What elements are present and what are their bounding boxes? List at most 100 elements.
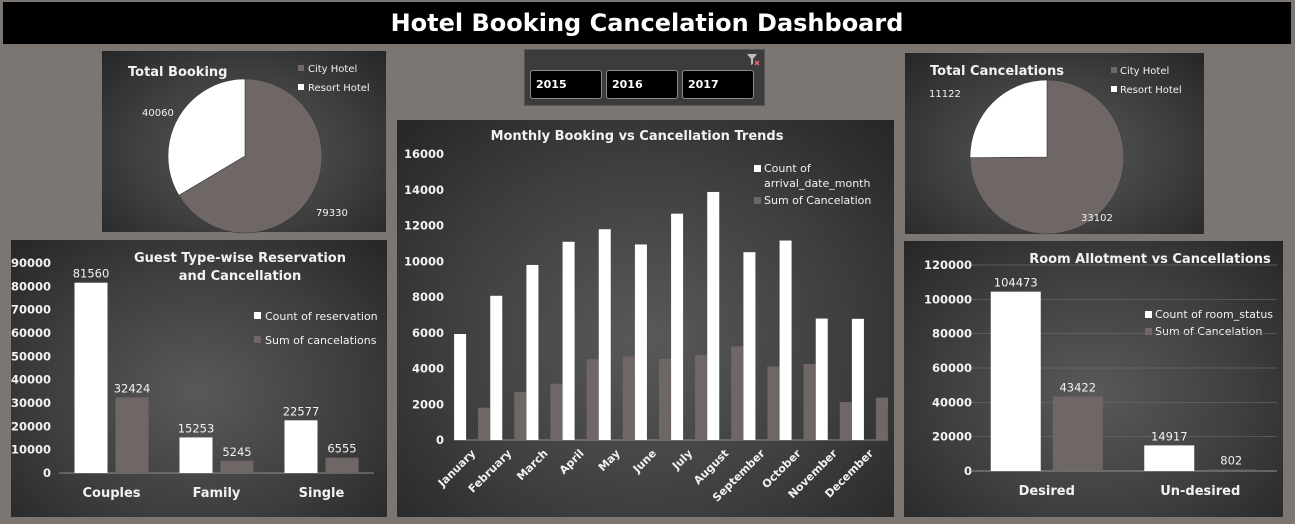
guest-type-legend: Count of reservation Sum of cancelations	[254, 310, 378, 347]
bar-september-count-of-arrival-date-month	[743, 252, 756, 440]
y-tick-label: 80000	[932, 327, 972, 341]
monthly-chart: Monthly Booking vs Cancellation Trends C…	[404, 129, 888, 504]
bar-january-sum-of-cancelation	[478, 407, 491, 440]
bar-desired-count-of-room-status	[990, 291, 1041, 471]
y-tick-label: 0	[436, 433, 444, 447]
pie-slice-resort-hotel	[969, 79, 1048, 159]
y-tick-label: 4000	[412, 362, 444, 376]
pie-label-city: 33102	[1081, 213, 1113, 224]
monthly-panel: Monthly Booking vs Cancellation Trends C…	[397, 120, 894, 517]
legend-label-city: City Hotel	[308, 64, 357, 75]
room-allotment-panel: Room Allotment vs Cancellations Count of…	[904, 241, 1283, 517]
y-tick-label: 12000	[404, 219, 444, 233]
bar-may-count-of-arrival-date-month	[598, 229, 611, 440]
y-tick-label: 10000	[11, 443, 51, 457]
clear-filter-icon[interactable]	[746, 53, 760, 67]
x-tick-label: April	[557, 447, 587, 477]
pie-slice-resort-hotel	[167, 78, 246, 196]
data-label: 802	[1220, 454, 1242, 468]
bar-december-sum-of-cancelation	[875, 397, 888, 440]
y-tick-label: 2000	[412, 397, 444, 411]
x-tick-label: Single	[299, 486, 345, 501]
y-tick-label: 60000	[932, 361, 972, 375]
legend-swatch-room-status	[1145, 311, 1152, 318]
legend-swatch-reservation	[254, 312, 261, 319]
monthly-legend: Count of arrival_date_month Sum of Cance…	[754, 162, 871, 207]
bar-july-sum-of-cancelation	[695, 355, 708, 440]
guest-type-chart: Guest Type-wise Reservation and Cancella…	[11, 251, 378, 501]
total-cancelations-title: Total Cancelations	[930, 64, 1064, 79]
y-tick-label: 0	[964, 464, 972, 478]
guest-type-title-line1: Guest Type-wise Reservation	[134, 251, 346, 266]
y-tick-label: 0	[43, 466, 51, 480]
monthly-title: Monthly Booking vs Cancellation Trends	[491, 129, 784, 144]
legend-swatch-cancelations	[254, 336, 261, 343]
bar-un-desired-sum-of-cancelation	[1206, 469, 1257, 471]
data-label: 22577	[283, 404, 320, 418]
slicer-year-2016[interactable]: 2016	[606, 70, 678, 99]
bar-february-sum-of-cancelation	[514, 391, 527, 440]
legend-swatch-bookings	[754, 165, 761, 172]
bar-december-count-of-arrival-date-month	[851, 318, 864, 440]
bar-family-sum-of-cancelations	[220, 460, 254, 473]
bar-july-count-of-arrival-date-month	[671, 213, 684, 440]
y-tick-label: 80000	[11, 279, 51, 293]
bar-august-count-of-arrival-date-month	[707, 191, 720, 440]
y-tick-label: 70000	[11, 303, 51, 317]
pie-label-resort: 11122	[929, 89, 961, 100]
y-tick-label: 120000	[924, 258, 972, 272]
y-tick-label: 30000	[11, 396, 51, 410]
bar-single-sum-of-cancelations	[325, 457, 359, 473]
guest-type-panel: Guest Type-wise Reservation and Cancella…	[11, 240, 387, 517]
room-allotment-chart: Room Allotment vs Cancellations Count of…	[924, 252, 1277, 499]
legend-label-city: City Hotel	[1120, 66, 1169, 77]
x-tick-label: Un-desired	[1160, 484, 1240, 499]
x-tick-label: Desired	[1019, 484, 1075, 499]
legend-label-room-status: Count of room_status	[1155, 308, 1273, 321]
pie-label-resort: 40060	[142, 108, 174, 119]
bar-february-count-of-arrival-date-month	[490, 295, 503, 440]
legend-label-bookings-line1: Count of	[764, 162, 812, 175]
legend-label-reservation: Count of reservation	[265, 310, 378, 323]
total-booking-title: Total Booking	[128, 65, 227, 80]
y-tick-label: 100000	[924, 292, 972, 306]
pie-slice-city-hotel	[969, 79, 1125, 235]
data-label: 104473	[994, 276, 1038, 290]
x-tick-label: Couples	[82, 486, 140, 501]
total-cancelations-legend: City Hotel Resort Hotel	[1111, 66, 1182, 96]
bar-january-count-of-arrival-date-month	[454, 334, 467, 440]
dashboard-title: Hotel Booking Cancelation Dashboard	[3, 2, 1291, 44]
bar-october-count-of-arrival-date-month	[779, 240, 792, 440]
guest-type-title-line2: and Cancellation	[179, 269, 302, 284]
x-tick-label: July	[669, 447, 695, 473]
y-tick-label: 20000	[11, 419, 51, 433]
y-tick-label: 6000	[412, 326, 444, 340]
total-cancelations-chart: Total Cancelations City Hotel Resort Hot…	[929, 64, 1182, 235]
y-tick-label: 50000	[11, 349, 51, 363]
slicer-year-2017[interactable]: 2017	[682, 70, 754, 99]
total-booking-legend: City Hotel Resort Hotel	[298, 64, 370, 94]
bar-couples-count-of-reservation	[74, 282, 108, 473]
data-label: 15253	[178, 421, 215, 435]
data-label: 6555	[327, 442, 356, 456]
legend-swatch-cancelation	[1145, 328, 1152, 335]
room-allotment-legend: Count of room_status Sum of Cancelation	[1145, 308, 1273, 338]
bar-june-sum-of-cancelation	[658, 358, 671, 440]
bar-un-desired-count-of-room-status	[1144, 445, 1195, 471]
slicer-year-2015[interactable]: 2015	[530, 70, 602, 99]
legend-label-cancelation: Sum of Cancelation	[764, 194, 871, 207]
legend-label-resort: Resort Hotel	[1120, 85, 1182, 96]
bar-november-count-of-arrival-date-month	[815, 318, 828, 440]
data-label: 43422	[1059, 380, 1096, 394]
x-tick-label: Family	[193, 486, 241, 501]
y-tick-label: 8000	[412, 290, 444, 304]
legend-swatch-resort	[1111, 86, 1117, 92]
y-tick-label: 10000	[404, 254, 444, 268]
total-cancelations-panel: Total Cancelations City Hotel Resort Hot…	[905, 53, 1204, 235]
legend-label-cancelations: Sum of cancelations	[265, 334, 377, 347]
pie-label-city: 79330	[316, 208, 348, 219]
y-tick-label: 16000	[404, 147, 444, 161]
data-label: 14917	[1151, 429, 1188, 443]
data-label: 5245	[222, 445, 251, 459]
legend-swatch-city	[298, 65, 304, 71]
